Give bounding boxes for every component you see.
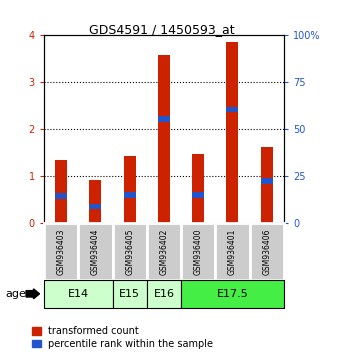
Text: GSM936400: GSM936400	[194, 228, 203, 275]
Bar	[158, 116, 170, 122]
Bar	[192, 154, 204, 223]
Text: GSM936406: GSM936406	[262, 228, 271, 275]
Text: GSM936405: GSM936405	[125, 228, 134, 275]
Bar	[44, 280, 113, 308]
Bar	[124, 192, 136, 198]
Bar	[226, 42, 239, 223]
Bar	[192, 192, 204, 198]
Text: GSM936401: GSM936401	[228, 228, 237, 275]
Bar	[147, 223, 181, 280]
Text: GSM936404: GSM936404	[91, 228, 100, 275]
Bar	[55, 194, 67, 199]
Text: age: age	[5, 289, 26, 299]
Text: E15: E15	[119, 289, 140, 299]
Bar	[55, 160, 67, 223]
Bar	[124, 156, 136, 223]
Text: E14: E14	[68, 289, 89, 299]
Legend: transformed count, percentile rank within the sample: transformed count, percentile rank withi…	[32, 326, 213, 349]
Bar	[78, 223, 113, 280]
Bar	[226, 107, 239, 112]
Bar	[215, 223, 250, 280]
Bar	[147, 280, 181, 308]
Bar	[158, 55, 170, 223]
Text: GDS4591 / 1450593_at: GDS4591 / 1450593_at	[90, 23, 235, 36]
Text: E16: E16	[153, 289, 174, 299]
Bar	[181, 223, 215, 280]
Bar	[44, 223, 78, 280]
Bar	[250, 223, 284, 280]
Bar	[89, 180, 101, 223]
Bar	[89, 204, 101, 210]
Text: E17.5: E17.5	[217, 289, 248, 299]
Bar	[113, 223, 147, 280]
Text: GSM936403: GSM936403	[56, 228, 66, 275]
Bar	[113, 280, 147, 308]
Bar	[261, 178, 273, 184]
Bar	[181, 280, 284, 308]
Text: GSM936402: GSM936402	[160, 228, 168, 275]
Bar	[261, 147, 273, 223]
